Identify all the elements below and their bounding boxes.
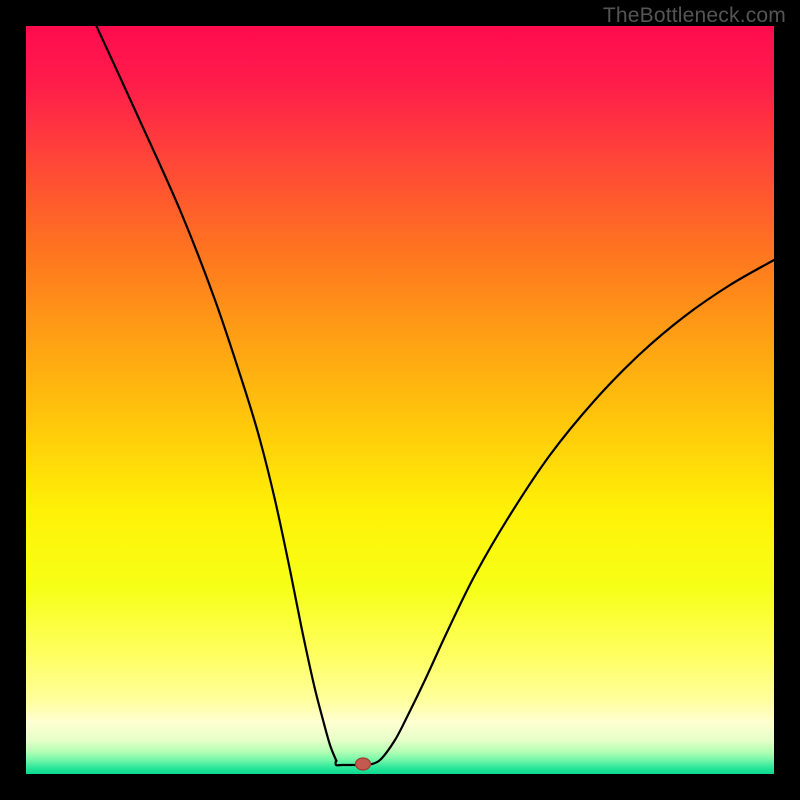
sweet-spot-marker [356,758,371,770]
gradient-background [26,26,774,774]
bottleneck-chart [0,0,800,800]
watermark-text: TheBottleneck.com [603,4,786,28]
chart-container: TheBottleneck.com [0,0,800,800]
